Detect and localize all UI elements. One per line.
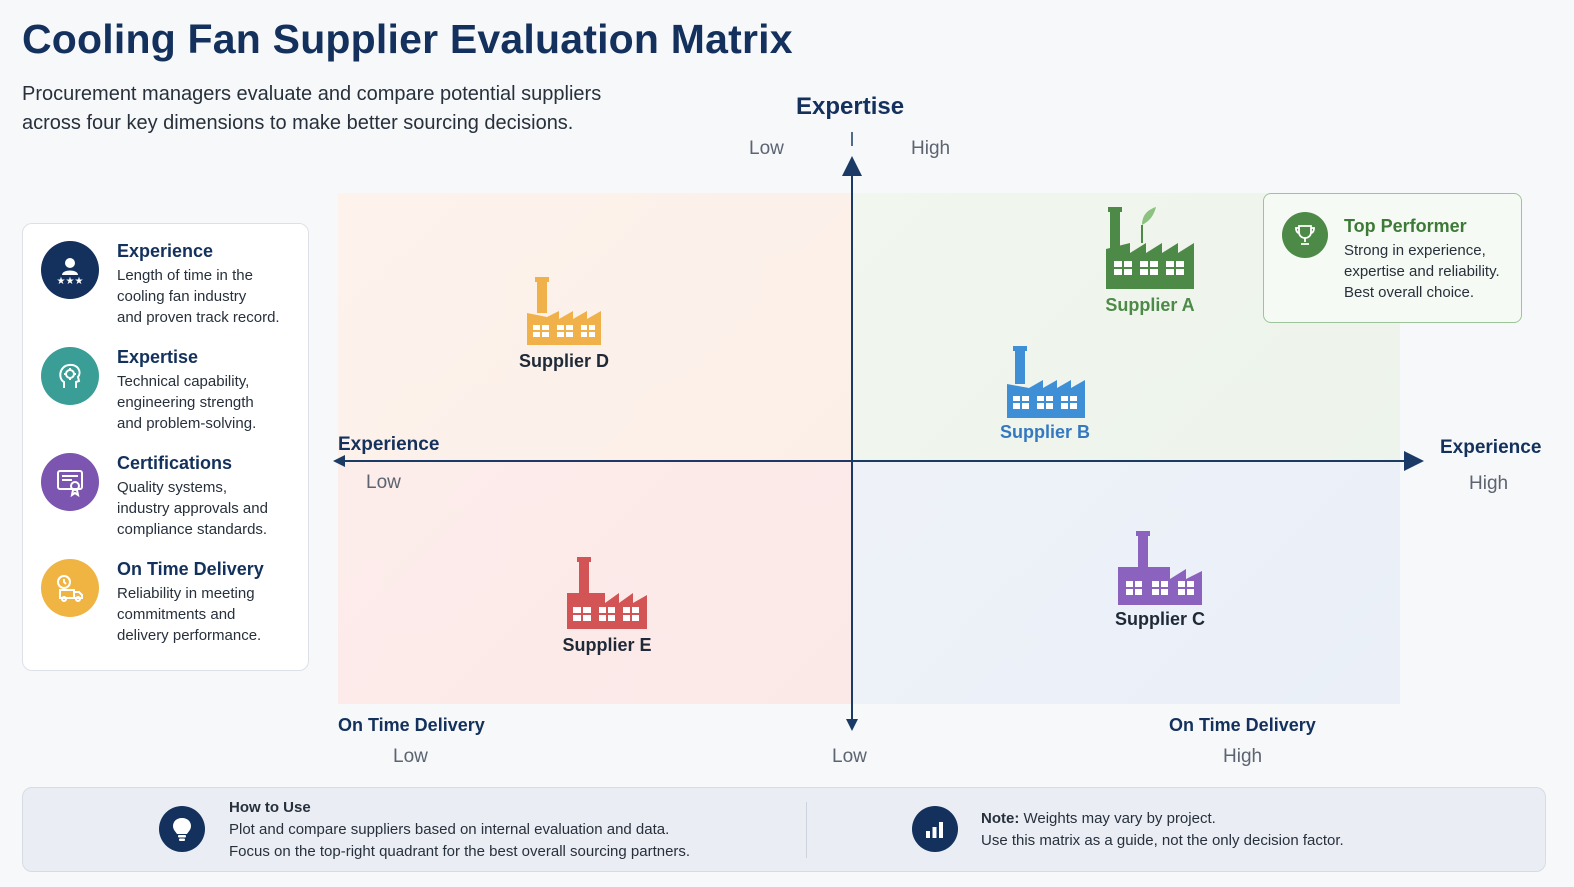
legend-line: commitments and	[117, 606, 236, 623]
footer-panel: How to Use Plot and compare suppliers ba…	[22, 787, 1546, 872]
factory-leaf-icon	[1106, 207, 1194, 289]
lightbulb-icon	[159, 806, 205, 852]
subtitle-line: Procurement managers evaluate and compar…	[22, 83, 602, 105]
top-performer-line: Strong in experience,	[1344, 242, 1486, 259]
subtitle-line: across four key dimensions to make bette…	[22, 112, 574, 134]
vertical-axis-low-label: Low	[749, 138, 784, 159]
team-rating-icon: ★★★	[41, 241, 99, 299]
horizontal-axis-high-label: High	[1469, 473, 1509, 494]
top-performer-description: Strong in experience, expertise and reli…	[1344, 240, 1500, 303]
top-performer-card: Top Performer Strong in experience, expe…	[1263, 193, 1522, 323]
delivery-axis-left-title: On Time Delivery	[338, 715, 485, 735]
left-arrow-head	[333, 455, 345, 467]
legend-title: Expertise	[117, 347, 199, 367]
vertical-axis-high-label: High	[911, 138, 951, 159]
top-performer-line: Best overall choice.	[1344, 284, 1475, 301]
note-line: Weights may vary by project.	[1019, 810, 1216, 827]
supplier-label: Supplier A	[1105, 295, 1195, 315]
delivery-truck-icon	[41, 559, 99, 617]
note-text: Note: Weights may vary by project. Use t…	[981, 808, 1344, 852]
legend-line: Reliability in meeting	[117, 585, 255, 602]
legend-line: cooling fan industry	[117, 288, 247, 305]
delivery-axis-high-label: High	[1223, 746, 1263, 767]
legend-line: industry approvals and	[117, 500, 268, 517]
quadrant-bottom-left	[338, 461, 852, 704]
legend-line: Technical capability,	[117, 373, 250, 390]
down-arrow-head	[846, 719, 858, 731]
top-performer-line: expertise and reliability.	[1344, 263, 1500, 280]
vertical-axis-bottom-low-label: Low	[832, 746, 867, 767]
trophy-icon	[1282, 212, 1328, 258]
legend-line: engineering strength	[117, 394, 254, 411]
note-label: Note:	[981, 810, 1020, 827]
horizontal-axis-low-label: Low	[366, 472, 401, 493]
delivery-axis-low-label: Low	[393, 746, 428, 767]
legend-line: compliance standards.	[117, 521, 268, 538]
horizontal-axis-left-title: Experience	[338, 434, 440, 455]
how-to-use-text: How to Use Plot and compare suppliers ba…	[229, 797, 690, 863]
vertical-axis-title: Expertise	[796, 93, 905, 120]
note-line: Use this matrix as a guide, not the only…	[981, 832, 1344, 849]
supplier-d[interactable]: Supplier D	[504, 275, 624, 372]
how-to-use-line: Plot and compare suppliers based on inte…	[229, 821, 670, 838]
legend-description: Length of time in the cooling fan indust…	[117, 265, 302, 328]
page-subtitle: Procurement managers evaluate and compar…	[22, 80, 662, 138]
supplier-b[interactable]: Supplier B	[985, 344, 1105, 443]
delivery-axis-right-title: On Time Delivery	[1169, 715, 1316, 735]
factory-icon	[1118, 531, 1202, 605]
legend-description: Technical capability, engineering streng…	[117, 371, 302, 434]
bar-chart-icon	[912, 806, 958, 852]
supplier-c[interactable]: Supplier C	[1100, 529, 1220, 630]
supplier-a[interactable]: Supplier A	[1090, 203, 1210, 316]
legend-title: Certifications	[117, 453, 233, 473]
legend-line: Length of time in the	[117, 267, 253, 284]
how-to-use-title: How to Use	[229, 799, 311, 816]
supplier-label: Supplier B	[999, 422, 1090, 442]
legend-title: On Time Delivery	[117, 559, 264, 579]
supplier-label: Supplier E	[562, 635, 652, 655]
supplier-e[interactable]: Supplier E	[547, 555, 667, 656]
svg-text:★★★: ★★★	[57, 276, 84, 287]
factory-icon	[527, 277, 601, 345]
how-to-use-line: Focus on the top-right quadrant for the …	[229, 843, 691, 860]
legend-line: Quality systems,	[117, 479, 228, 496]
legend-line: delivery performance.	[117, 627, 262, 644]
brain-gear-icon	[41, 347, 99, 405]
page-title: Cooling Fan Supplier Evaluation Matrix	[22, 16, 793, 62]
top-performer-title: Top Performer	[1344, 216, 1467, 236]
legend-description: Reliability in meeting commitments and d…	[117, 583, 302, 646]
footer-divider	[806, 802, 807, 858]
factory-icon	[1007, 346, 1085, 418]
legend-description: Quality systems, industry approvals and …	[117, 477, 302, 540]
criteria-legend: ★★★ Experience Length of time in the coo…	[22, 223, 309, 671]
legend-line: and proven track record.	[117, 309, 280, 326]
supplier-label: Supplier D	[518, 351, 609, 371]
legend-line: and problem-solving.	[117, 415, 257, 432]
supplier-label: Supplier C	[1114, 609, 1205, 629]
certificate-icon	[41, 453, 99, 511]
factory-icon	[567, 557, 647, 629]
horizontal-axis-right-title: Experience	[1440, 437, 1542, 458]
legend-title: Experience	[117, 241, 214, 261]
